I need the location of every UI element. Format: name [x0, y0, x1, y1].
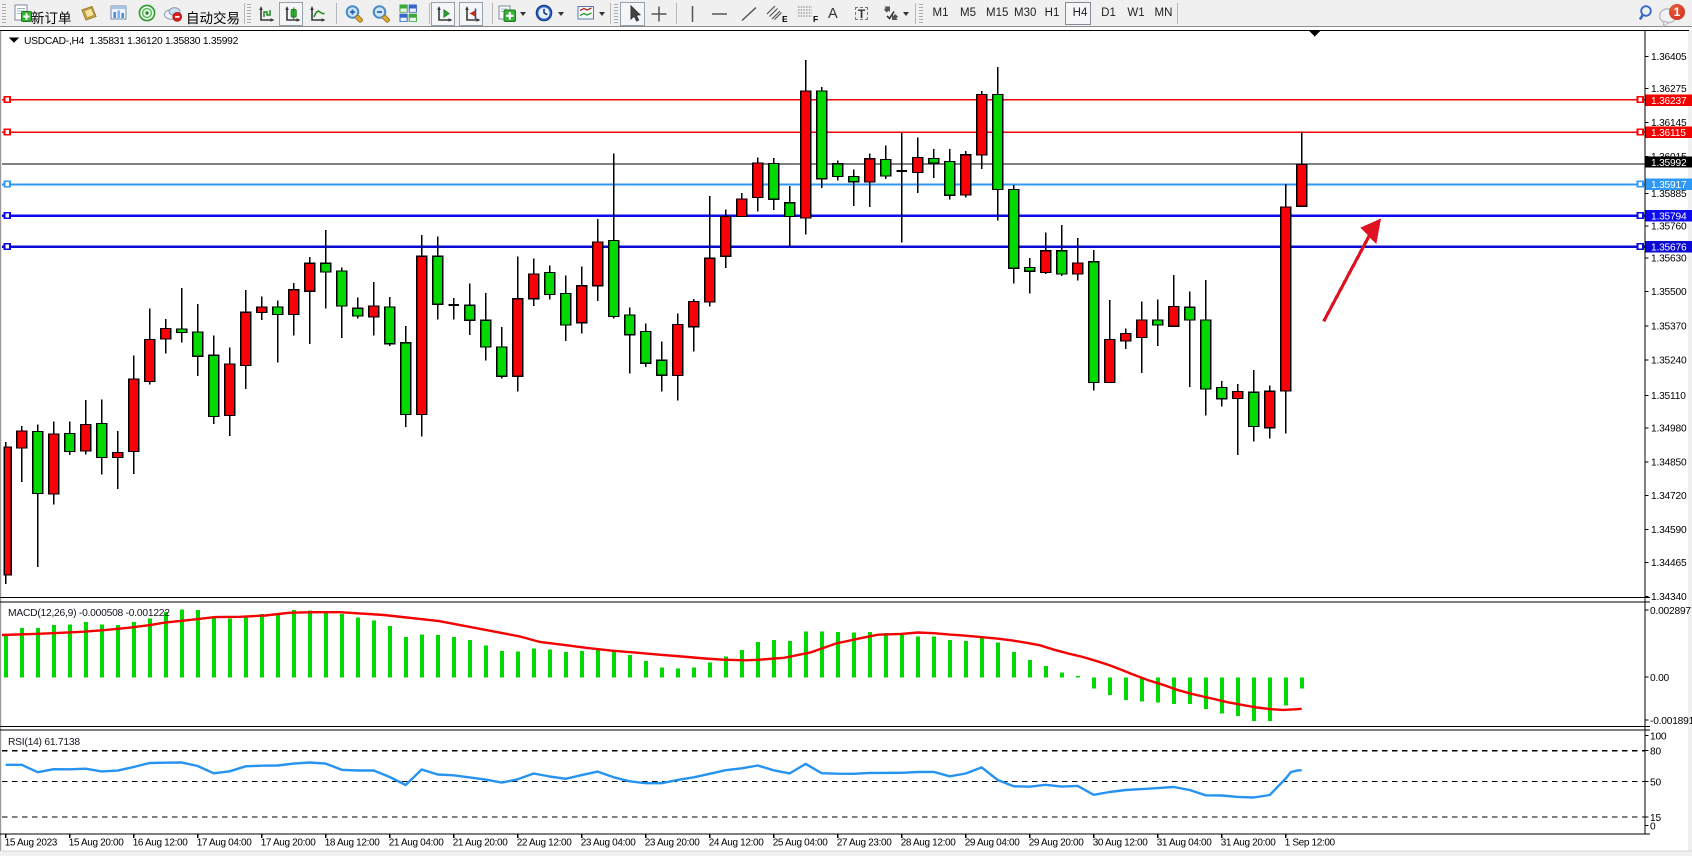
svg-text:21 Aug 20:00: 21 Aug 20:00: [453, 838, 509, 849]
svg-text:15 Aug 20:00: 15 Aug 20:00: [69, 838, 125, 849]
svg-text:1.34465: 1.34465: [1651, 558, 1687, 569]
svg-text:30 Aug 12:00: 30 Aug 12:00: [1093, 838, 1149, 849]
svg-text:1.35760: 1.35760: [1651, 222, 1687, 233]
svg-text:50: 50: [1650, 778, 1661, 789]
svg-text:1.35110: 1.35110: [1651, 391, 1686, 402]
svg-text:18 Aug 12:00: 18 Aug 12:00: [325, 838, 381, 849]
svg-text:27 Aug 23:00: 27 Aug 23:00: [837, 838, 893, 849]
svg-text:1.35992: 1.35992: [1651, 158, 1687, 169]
svg-text:31 Aug 20:00: 31 Aug 20:00: [1221, 838, 1277, 849]
svg-text:MACD(12,26,9) -0.000508 -0.001: MACD(12,26,9) -0.000508 -0.001222: [8, 608, 170, 619]
svg-text:31 Aug 04:00: 31 Aug 04:00: [1157, 838, 1213, 849]
svg-text:1.36405: 1.36405: [1651, 52, 1687, 63]
svg-text:21 Aug 04:00: 21 Aug 04:00: [389, 838, 445, 849]
svg-text:25 Aug 04:00: 25 Aug 04:00: [773, 838, 829, 849]
svg-text:0.002897: 0.002897: [1650, 606, 1691, 617]
svg-text:USDCAD-,H4 1.35831 1.36120 1.: USDCAD-,H4 1.35831 1.36120 1.35830 1.359…: [24, 36, 239, 47]
svg-text:24 Aug 12:00: 24 Aug 12:00: [709, 838, 765, 849]
svg-text:1.36145: 1.36145: [1651, 118, 1687, 129]
svg-text:17 Aug 20:00: 17 Aug 20:00: [261, 838, 317, 849]
svg-text:28 Aug 12:00: 28 Aug 12:00: [901, 838, 957, 849]
svg-text:1.36275: 1.36275: [1651, 84, 1687, 95]
svg-text:0.00: 0.00: [1650, 673, 1670, 684]
svg-text:23 Aug 04:00: 23 Aug 04:00: [581, 838, 637, 849]
svg-text:1.35794: 1.35794: [1651, 212, 1687, 223]
svg-text:RSI(14) 61.7138: RSI(14) 61.7138: [8, 737, 80, 748]
svg-text:17 Aug 04:00: 17 Aug 04:00: [197, 838, 253, 849]
svg-text:1.35500: 1.35500: [1651, 287, 1687, 298]
svg-text:23 Aug 20:00: 23 Aug 20:00: [645, 838, 701, 849]
svg-text:22 Aug 12:00: 22 Aug 12:00: [517, 838, 573, 849]
svg-text:0: 0: [1650, 822, 1656, 833]
svg-text:15 Aug 2023: 15 Aug 2023: [5, 838, 58, 849]
svg-text:29 Aug 04:00: 29 Aug 04:00: [965, 838, 1021, 849]
svg-text:1.34720: 1.34720: [1651, 491, 1687, 502]
svg-text:1.35630: 1.35630: [1651, 254, 1687, 265]
svg-text:1.35917: 1.35917: [1651, 180, 1687, 191]
svg-text:1.36115: 1.36115: [1651, 128, 1686, 139]
svg-text:15: 15: [1650, 813, 1661, 824]
svg-text:80: 80: [1650, 747, 1661, 758]
svg-text:1.34850: 1.34850: [1651, 458, 1687, 469]
svg-text:1.34590: 1.34590: [1651, 525, 1687, 536]
svg-text:1.35885: 1.35885: [1651, 189, 1687, 200]
svg-text:1.36237: 1.36237: [1651, 96, 1687, 107]
svg-text:29 Aug 20:00: 29 Aug 20:00: [1029, 838, 1085, 849]
svg-text:100: 100: [1650, 731, 1667, 742]
svg-text:-0.001891: -0.001891: [1650, 716, 1692, 727]
svg-text:1.35676: 1.35676: [1651, 243, 1687, 254]
svg-text:1.35240: 1.35240: [1651, 356, 1687, 367]
svg-text:1.35370: 1.35370: [1651, 322, 1687, 333]
svg-text:1 Sep 12:00: 1 Sep 12:00: [1285, 838, 1336, 849]
svg-text:1.34340: 1.34340: [1651, 592, 1687, 603]
svg-text:16 Aug 12:00: 16 Aug 12:00: [133, 838, 189, 849]
svg-text:1.34980: 1.34980: [1651, 424, 1687, 435]
